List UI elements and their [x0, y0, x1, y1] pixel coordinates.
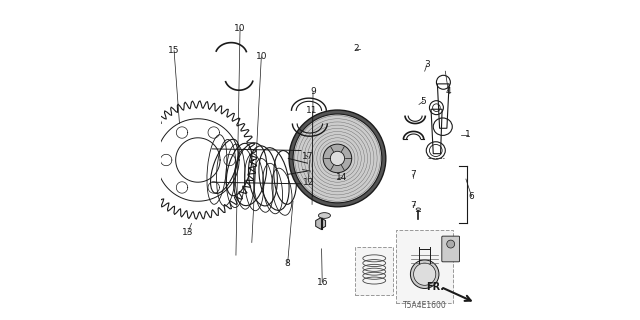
Ellipse shape	[413, 263, 436, 285]
Text: 5: 5	[420, 97, 426, 106]
Text: 16: 16	[316, 278, 328, 287]
Ellipse shape	[319, 213, 330, 218]
FancyBboxPatch shape	[396, 230, 453, 303]
Ellipse shape	[323, 144, 352, 173]
Text: 10: 10	[255, 52, 267, 61]
Ellipse shape	[416, 208, 420, 211]
Text: 3: 3	[424, 60, 430, 69]
Text: T5A4E1600: T5A4E1600	[403, 301, 447, 310]
Text: 13: 13	[182, 228, 193, 237]
Text: 10: 10	[234, 24, 246, 33]
Ellipse shape	[447, 240, 454, 248]
Text: 4: 4	[445, 87, 451, 96]
Polygon shape	[316, 218, 326, 229]
Text: 9: 9	[310, 87, 316, 96]
Text: 7: 7	[410, 170, 416, 179]
Text: 15: 15	[168, 46, 180, 55]
Text: 2: 2	[353, 44, 358, 53]
Text: 6: 6	[468, 192, 474, 201]
Ellipse shape	[330, 151, 344, 165]
FancyBboxPatch shape	[302, 166, 312, 170]
Ellipse shape	[293, 114, 382, 203]
Text: 7: 7	[410, 202, 416, 211]
Text: 17: 17	[302, 152, 314, 161]
Ellipse shape	[410, 260, 439, 288]
Text: 1: 1	[465, 130, 470, 139]
Text: 11: 11	[307, 106, 318, 115]
Text: FR.: FR.	[426, 282, 444, 292]
Ellipse shape	[289, 110, 386, 207]
FancyBboxPatch shape	[442, 236, 460, 262]
FancyBboxPatch shape	[355, 247, 393, 295]
Text: 12: 12	[303, 178, 314, 187]
Text: 8: 8	[285, 259, 291, 268]
Text: 14: 14	[336, 173, 348, 182]
